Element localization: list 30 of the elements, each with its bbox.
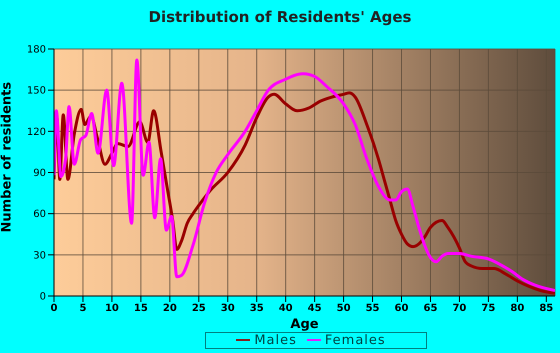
x-tick-label: 20 xyxy=(162,303,177,314)
y-tick-label: 120 xyxy=(26,126,46,138)
legend-label: Females xyxy=(324,333,386,348)
legend-label: Males xyxy=(254,333,297,348)
y-tick-label: 90 xyxy=(33,168,46,180)
x-tick-label: 40 xyxy=(278,303,293,314)
x-tick-label: 85 xyxy=(539,303,554,314)
x-tick-label: 5 xyxy=(79,303,86,314)
x-tick-label: 25 xyxy=(192,303,206,314)
y-axis-title: Number of residents xyxy=(0,82,15,232)
y-tick-label: 30 xyxy=(33,250,46,262)
x-tick-label: 15 xyxy=(134,303,148,314)
y-tick-label: 0 xyxy=(40,292,46,303)
y-tick-label: 60 xyxy=(33,209,46,220)
x-tick-label: 0 xyxy=(50,303,58,314)
x-tick-label: 50 xyxy=(336,303,351,314)
y-tick-label: 150 xyxy=(26,86,46,97)
x-tick-label: 35 xyxy=(250,303,264,314)
x-tick-label: 55 xyxy=(366,303,380,314)
x-tick-label: 45 xyxy=(308,303,322,314)
x-axis-title: Age xyxy=(290,317,319,332)
x-tick-label: 80 xyxy=(510,303,524,314)
y-tick-label: 180 xyxy=(26,44,46,56)
x-tick-label: 75 xyxy=(481,303,496,314)
chart-title: Distribution of Residents' Ages xyxy=(148,8,412,26)
x-tick-label: 70 xyxy=(452,303,466,314)
x-tick-label: 65 xyxy=(424,303,438,314)
x-tick-label: 30 xyxy=(220,303,235,314)
x-tick-label: 10 xyxy=(104,303,119,314)
x-tick-label: 60 xyxy=(394,303,409,314)
